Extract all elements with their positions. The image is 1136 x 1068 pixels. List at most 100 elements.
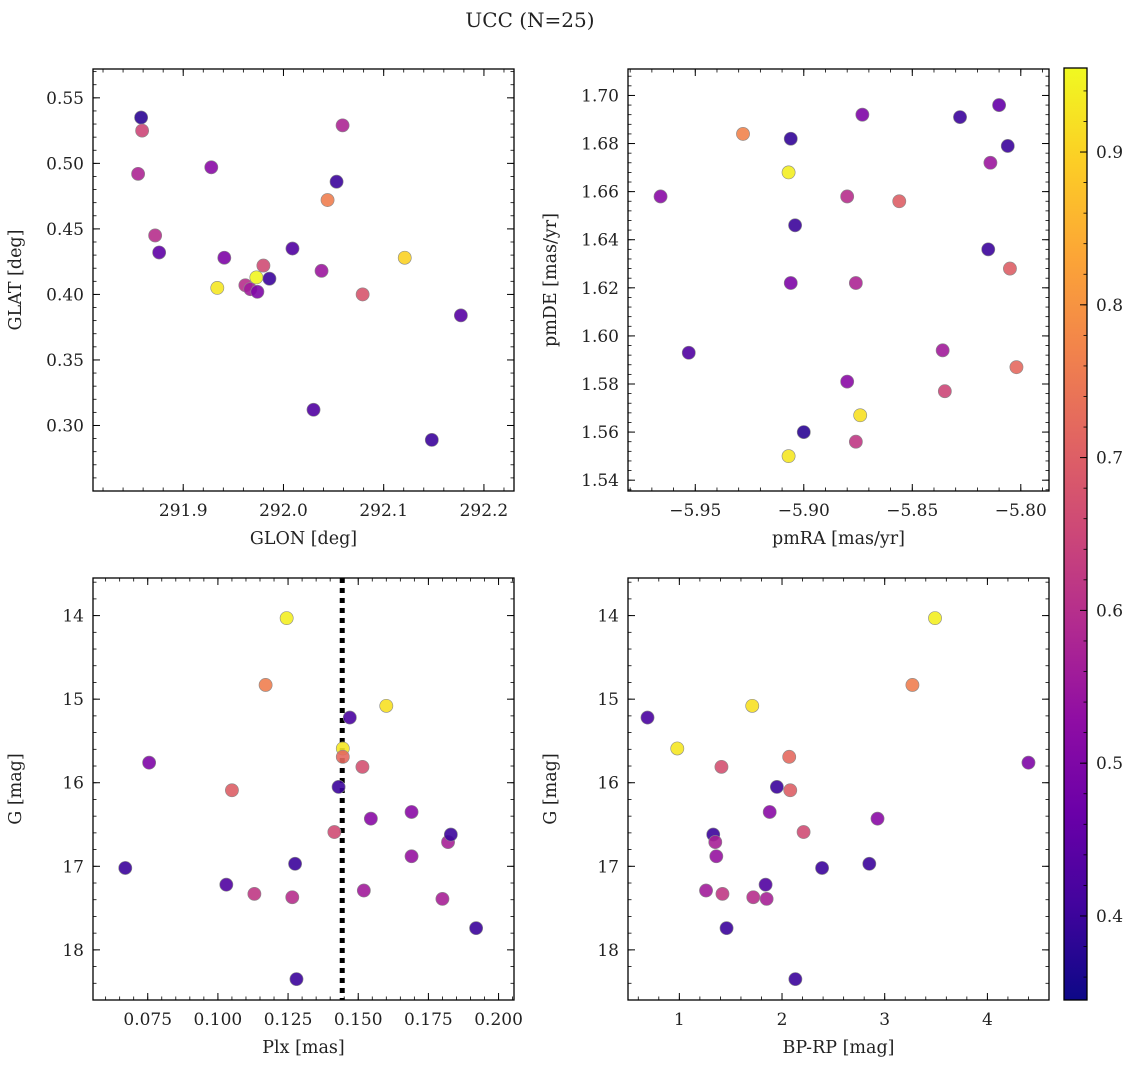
figure-title: UCC (N=25) — [465, 8, 594, 32]
scatter-point — [759, 891, 774, 906]
scatter-point — [709, 849, 724, 864]
scatter-point — [681, 345, 696, 360]
scatter-point — [783, 783, 798, 798]
y-tick-label: 1.54 — [581, 471, 619, 491]
scatter-point — [219, 877, 234, 892]
y-tick-label: 1.58 — [581, 375, 619, 395]
scatter-point — [335, 749, 350, 764]
scatter-point — [848, 434, 863, 449]
scatter-point — [815, 861, 829, 875]
scatter-point — [453, 308, 468, 323]
x-tick-label: 0.100 — [194, 1010, 243, 1030]
y-tick-label: 0.30 — [46, 416, 84, 436]
scatter-point — [279, 611, 294, 626]
scatter-point — [719, 921, 734, 936]
scatter-point — [782, 749, 797, 764]
y-axis-label: GLAT [deg] — [6, 230, 26, 331]
scatter-point — [1003, 261, 1017, 276]
scatter-point — [204, 160, 219, 175]
scatter-point — [379, 698, 394, 713]
panel-bprp-g: 1 2 3 4 14 15 16 17 18 BP-RP [mag] G [mag] — [541, 577, 1050, 1058]
scatter-point — [699, 883, 713, 898]
scatter-point — [1021, 755, 1036, 770]
scatter-point — [840, 374, 855, 389]
y-tick-label: 14 — [62, 607, 84, 627]
y-axis-label: G [mag] — [6, 753, 26, 824]
x-tick-label: 291.9 — [159, 501, 208, 521]
x-axis-label: BP-RP [mag] — [783, 1038, 895, 1058]
y-tick-label: 0.50 — [46, 154, 84, 174]
colorbar-tick-label: 0.7 — [1096, 449, 1123, 469]
y-tick-label: 0.45 — [46, 220, 84, 240]
scatter-point — [892, 194, 907, 209]
scatter-point — [992, 98, 1006, 112]
y-tick-label: 1.64 — [581, 231, 619, 251]
scatter-point — [640, 710, 655, 725]
scatter-point — [928, 611, 942, 626]
axes-frame — [92, 577, 515, 1001]
colorbar-tick-label: 0.5 — [1096, 754, 1123, 774]
scatter-point — [152, 245, 167, 260]
y-tick-label: 18 — [62, 941, 84, 961]
scatter-point — [981, 242, 996, 257]
axes-frame — [627, 68, 1050, 492]
scatter-point — [314, 263, 329, 278]
scatter-point — [288, 856, 302, 871]
x-tick-label: 4 — [982, 1010, 993, 1030]
x-tick-label: 0.200 — [474, 1010, 523, 1030]
scatter-point — [840, 189, 855, 204]
scatter-point — [289, 972, 304, 987]
scatter-point — [404, 849, 419, 864]
colorbar-frame — [1063, 67, 1088, 1001]
y-tick-label: 15 — [62, 690, 84, 710]
scatter-point — [247, 886, 262, 901]
colorbar-tick-label: 0.9 — [1096, 143, 1123, 163]
x-axis-label: Plx [mas] — [262, 1038, 344, 1058]
scatter-point — [862, 856, 877, 871]
x-tick-label: 292.2 — [460, 501, 509, 521]
scatter-point — [983, 155, 998, 170]
scatter-point — [670, 741, 685, 756]
scatter-point — [355, 287, 370, 302]
panels: 291.9 292.0 292.1 292.2 0.30 0.35 0.40 0.45 0.50… — [6, 68, 1050, 1058]
x-tick-label: 3 — [879, 1010, 890, 1030]
scatter-point — [435, 891, 450, 906]
scatter-point — [329, 174, 344, 189]
scatter-point — [953, 110, 967, 124]
scatter-point — [320, 193, 335, 207]
scatter-point — [118, 861, 133, 875]
y-tick-label: 18 — [597, 941, 619, 961]
scatter-point — [217, 250, 232, 265]
scatter-point — [769, 780, 784, 794]
panel-pmra-pmde: −5.95 −5.90 −5.85 −5.80 1.54 1.56 1.58 1.60 1.62… — [541, 68, 1050, 549]
axes-frame — [627, 577, 1050, 1001]
scatter-point — [306, 402, 321, 417]
scatter-point — [853, 408, 868, 423]
scatter-point — [424, 432, 439, 447]
y-tick-label: 17 — [597, 857, 619, 877]
scatter-point — [653, 189, 668, 204]
scatter-point — [715, 886, 730, 901]
scatter-point — [783, 131, 798, 146]
x-tick-label: 0.150 — [334, 1010, 383, 1030]
scatter-point — [327, 825, 342, 839]
scatter-point — [331, 780, 346, 794]
scatter-point — [783, 276, 798, 290]
x-tick-label: 0.175 — [404, 1010, 453, 1030]
x-tick-label: 292.0 — [259, 501, 308, 521]
y-tick-label: 16 — [62, 774, 84, 794]
scatter-point — [855, 107, 870, 122]
scatter-point — [363, 811, 378, 826]
scatter-point — [355, 759, 370, 774]
colorbar-tick-label: 0.6 — [1096, 601, 1123, 621]
scatter-point — [148, 228, 163, 243]
y-tick-label: 0.35 — [46, 351, 84, 371]
colorbar-gradient — [1064, 68, 1087, 1000]
y-tick-label: 15 — [597, 690, 619, 710]
scatter-point — [249, 270, 264, 285]
scatter-point — [788, 972, 803, 987]
x-axis-label: GLON [deg] — [250, 529, 357, 549]
scatter-point — [796, 425, 811, 439]
scatter-point — [256, 258, 271, 273]
